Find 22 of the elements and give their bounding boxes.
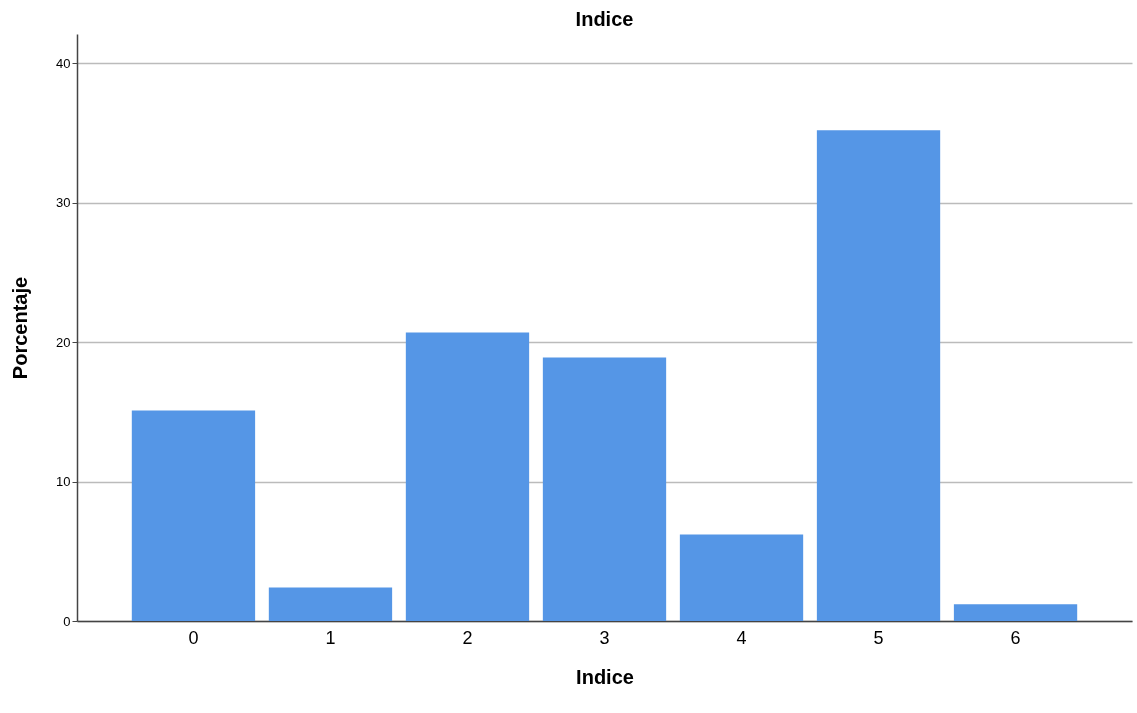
chart-title: Indice — [575, 8, 634, 30]
x-tick-label: 5 — [873, 627, 884, 648]
bar — [131, 410, 256, 621]
y-axis-title: Porcentaje — [9, 276, 32, 380]
x-axis-title: Indice — [576, 665, 634, 688]
x-tick-label: 3 — [599, 627, 610, 648]
x-tick-label: 4 — [736, 627, 747, 648]
y-tick-label: 40 — [56, 55, 71, 71]
x-tick-label: 2 — [462, 627, 473, 648]
y-tick-label: 30 — [56, 195, 71, 211]
bar — [953, 604, 1078, 621]
x-tick-label: 6 — [1010, 627, 1021, 648]
x-tick-label: 1 — [325, 627, 336, 648]
bar — [679, 534, 804, 621]
bar — [268, 587, 393, 621]
y-tick-label: 20 — [56, 334, 71, 350]
bar — [405, 332, 530, 621]
bar — [816, 130, 941, 621]
y-tick-label: 0 — [63, 613, 71, 629]
x-tick-label: 0 — [188, 627, 199, 648]
y-tick-label: 10 — [56, 474, 71, 490]
bar — [542, 357, 667, 621]
